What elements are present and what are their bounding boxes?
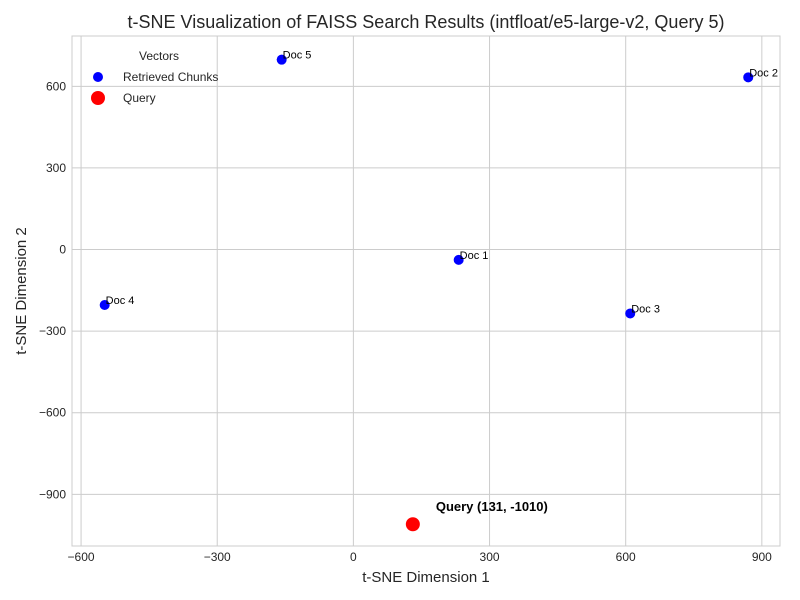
y-tick-label: 300 (46, 161, 66, 175)
y-tick-label: −300 (39, 324, 66, 338)
point-label: Doc 5 (283, 50, 312, 62)
point-label: Doc 1 (460, 250, 489, 262)
x-tick-label: −300 (204, 550, 231, 564)
point-label: Doc 3 (631, 303, 660, 315)
y-tick-label: 600 (46, 79, 66, 93)
query-point-label: Query (131, -1010) (436, 499, 548, 514)
legend-entry: Retrieved Chunks (123, 70, 218, 84)
x-tick-label: 0 (350, 550, 357, 564)
grid-lines (72, 36, 780, 546)
retrieved-chunk-point (453, 254, 464, 265)
point-label: Doc 2 (749, 67, 778, 79)
x-axis-label: t-SNE Dimension 1 (362, 569, 490, 586)
y-tick-label: −900 (39, 487, 66, 501)
y-axis-label: t-SNE Dimension 2 (13, 227, 30, 355)
data-points: Doc 1 Doc 2 Doc 3 Doc 4 Doc 5 Query (131, -10… (99, 50, 778, 532)
legend-title: Vectors (139, 49, 179, 63)
legend: Vectors Retrieved Chunks Query (91, 49, 218, 105)
tick-labels: −600 −300 0 300 600 900 600 300 0 −300 −600 −900 (39, 79, 772, 564)
retrieved-chunk-point (99, 300, 110, 311)
y-tick-label: 0 (59, 243, 66, 257)
retrieved-chunk-point (625, 308, 636, 319)
retrieved-chunk-point (743, 72, 754, 83)
retrieved-chunk-point (276, 54, 287, 65)
x-tick-label: 300 (480, 550, 500, 564)
x-tick-label: −600 (68, 550, 95, 564)
legend-entry: Query (123, 91, 156, 105)
point-label: Doc 4 (106, 295, 135, 307)
legend-marker-retrieved (93, 72, 103, 82)
x-tick-label: 600 (616, 550, 636, 564)
x-tick-label: 900 (752, 550, 772, 564)
plot-frame (71, 35, 781, 547)
chart-title: t-SNE Visualization of FAISS Search Resu… (128, 12, 725, 32)
query-point (405, 517, 420, 532)
y-tick-label: −600 (39, 406, 66, 420)
legend-marker-query (91, 91, 105, 105)
